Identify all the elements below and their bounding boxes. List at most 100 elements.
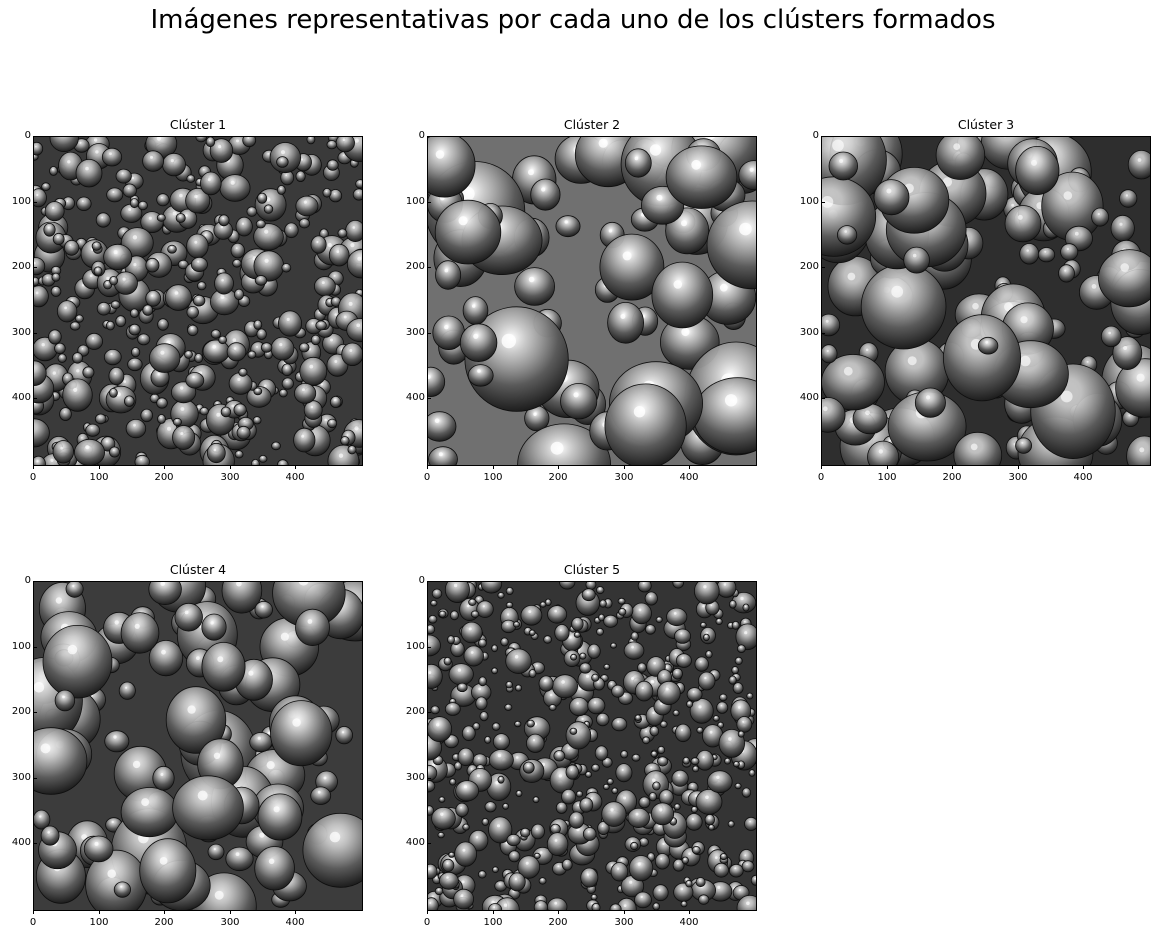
bubble-shape	[719, 853, 728, 861]
bubble-shape	[236, 425, 251, 440]
bubble-highlight	[63, 411, 66, 413]
bubble-highlight	[463, 785, 467, 789]
bubble-highlight	[435, 150, 445, 159]
bubble-shape	[327, 418, 338, 429]
bubble-highlight	[436, 757, 439, 760]
y-tick-label: 300	[405, 327, 432, 338]
bubble-shape	[685, 813, 703, 831]
bubble-highlight	[62, 695, 65, 699]
bubble-shape	[555, 801, 568, 814]
bubble-shape	[1115, 358, 1150, 418]
bubble-shape	[500, 637, 509, 647]
bubble-shape	[520, 604, 543, 626]
bubble-shape	[634, 714, 642, 722]
bubble-highlight	[953, 143, 961, 150]
bubble-highlight	[460, 186, 475, 201]
bubble-shape	[696, 726, 704, 734]
bubble-highlight	[114, 372, 117, 375]
bubble-shape	[428, 805, 434, 816]
bubble-highlight	[112, 278, 114, 281]
bubble-highlight	[598, 629, 601, 632]
bubble-shape	[257, 793, 303, 841]
bubble-shape	[43, 223, 56, 237]
bubble-highlight	[621, 768, 624, 771]
bubble-highlight	[596, 618, 598, 620]
bubble-highlight	[54, 275, 57, 277]
bubble-shape	[1112, 336, 1143, 371]
bubble-highlight	[202, 408, 205, 411]
bubble-shape	[587, 643, 601, 659]
bubble-highlight	[576, 702, 579, 705]
bubble-shape	[631, 753, 641, 762]
bubble-highlight	[729, 822, 732, 824]
bubble-shape	[546, 832, 569, 857]
bubble-shape	[194, 353, 204, 364]
bubble-highlight	[495, 781, 499, 785]
bubble-highlight	[649, 144, 662, 156]
bubble-shape	[620, 750, 629, 759]
bubble-shape	[428, 780, 436, 793]
bubble-shape	[624, 148, 652, 178]
bubble-highlight	[684, 858, 686, 861]
bubble-shape	[448, 851, 456, 858]
bubble-shape	[680, 900, 688, 908]
bubble-highlight	[266, 761, 275, 770]
bubble-highlight	[180, 386, 184, 390]
figure-title: Imágenes representativas por cada uno de…	[150, 5, 996, 35]
bubble-shape	[263, 204, 274, 214]
bubble-highlight	[578, 792, 580, 794]
bubble-shape	[699, 622, 707, 629]
bubble-highlight	[89, 274, 93, 278]
bubble-shape	[34, 360, 47, 386]
bubble-shape	[1015, 145, 1060, 196]
bubble-shape	[54, 342, 66, 355]
bubble-shape	[131, 347, 141, 358]
bubble-highlight	[536, 854, 538, 856]
bubble-highlight	[432, 601, 435, 603]
bubble-shape	[186, 174, 196, 183]
bubble-highlight	[710, 825, 712, 828]
bubble-highlight	[746, 901, 750, 906]
bubble-shape	[335, 137, 355, 153]
bubble-shape	[547, 605, 568, 624]
bubble-highlight	[95, 243, 97, 246]
bubble-highlight	[132, 360, 135, 363]
bubble-shape	[125, 418, 147, 439]
bubble-highlight	[482, 714, 485, 716]
bubble-shape	[271, 441, 281, 451]
bubble-highlight	[191, 327, 193, 330]
bubble-highlight	[504, 804, 506, 806]
bubble-highlight	[264, 384, 267, 387]
bubble-highlight	[316, 240, 319, 244]
bubble-highlight	[717, 885, 721, 889]
bubble-highlight	[280, 150, 286, 155]
bubble-highlight	[197, 790, 208, 801]
bubble-highlight	[197, 297, 200, 300]
bubble-highlight	[714, 716, 717, 719]
bubble-highlight	[60, 355, 63, 358]
bubble-highlight	[141, 203, 143, 205]
bubble-shape	[570, 653, 578, 661]
bubble-shape	[630, 841, 639, 851]
bubble-shape	[698, 671, 716, 691]
bubble-shape	[315, 320, 327, 331]
bubble-shape	[310, 786, 332, 805]
bubble-shape	[85, 423, 101, 437]
bubble-shape	[129, 308, 139, 319]
bubble-highlight	[438, 452, 443, 457]
bubble-shape	[505, 587, 514, 595]
bubble-highlight	[457, 668, 462, 672]
bubble-highlight	[66, 200, 69, 203]
bubble-shape	[484, 801, 497, 813]
bubble-highlight	[682, 902, 685, 904]
bubble-shape	[480, 582, 503, 594]
x-tick-label: 400	[1068, 466, 1098, 484]
bubble-highlight	[121, 172, 124, 175]
y-tick-label: 400	[11, 837, 38, 848]
bubble-shape	[491, 667, 498, 675]
bubble-shape	[460, 621, 483, 644]
bubble-shape	[728, 599, 737, 609]
bubble-shape	[110, 300, 121, 310]
bubble-shape	[579, 652, 587, 660]
bubble-highlight	[273, 806, 280, 813]
